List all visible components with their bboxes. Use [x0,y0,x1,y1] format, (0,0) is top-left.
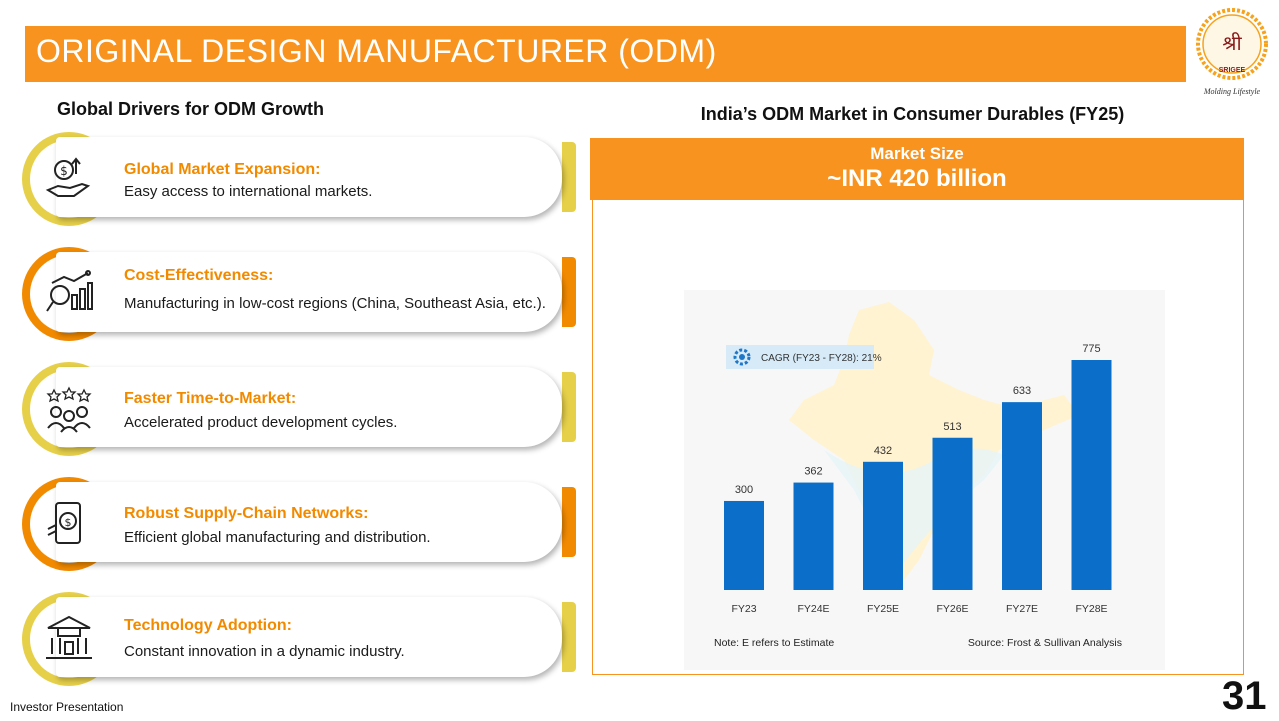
cagr-annotation-box [726,345,874,369]
analytics-icon [44,269,94,319]
title-banner: ORIGINAL DESIGN MANUFACTURER (ODM) [25,26,1186,82]
chart-frame [592,199,1244,675]
data-label-FY27E: 633 [1013,385,1031,397]
driver-item-cost-effectiveness: Cost-Effectiveness: Manufacturing in low… [22,247,578,341]
chart-section-heading: India’s ODM Market in Consumer Durables … [700,104,1125,124]
bar-FY25E [863,461,903,590]
driver-item-supply-chain: $ Robust Supply-Chain Networks: Efficien… [22,477,578,571]
driver-item-market-expansion: $ Global Market Expansion: Easy access t… [22,132,578,226]
market-size-box: Market Size ~INR 420 billion [590,138,1244,200]
svg-text:$: $ [60,164,68,178]
drivers-heading: Global Drivers for ODM Growth [57,99,325,119]
chart-note: Note: E refers to Estimate [714,637,834,649]
logo-brand: SRIGEE [1219,67,1246,74]
x-tick-FY25E: FY25E [867,603,899,615]
cagr-icon [733,348,751,366]
data-label-FY26E: 513 [943,421,961,433]
chart-source: Source: Frost & Sullivan Analysis [968,637,1122,649]
government-building-icon [44,614,94,664]
data-label-FY28E: 775 [1082,343,1100,355]
bar-FY26E [932,437,973,590]
logo-tagline: Molding Lifestyle [1203,87,1261,96]
footer-label: Investor Presentation [10,700,124,714]
data-label-FY25E: 432 [874,445,892,457]
bar-FY28E [1071,360,1112,590]
x-tick-FY28E: FY28E [1075,603,1107,615]
bar-FY24E [793,482,834,590]
bar-chart: CAGR (FY23 - FY28): 21% 300 FY23 362 FY24E 4… [714,302,1122,649]
data-label-FY23: 300 [735,484,753,496]
driver-title: Global Market Expansion: [124,161,321,178]
logo-glyph: श्री [1222,31,1242,55]
driver-desc: Accelerated product development cycles. [124,414,398,431]
driver-item-technology: Technology Adoption: Constant innovation… [22,592,578,686]
market-size-value: ~INR 420 billion [827,165,1007,192]
x-tick-FY26E: FY26E [936,603,968,615]
driver-item-time-to-market: Faster Time-to-Market: Accelerated produ… [22,362,578,456]
page-number: 31 [1222,674,1267,718]
driver-desc: Manufacturing in low-cost regions (China… [124,295,546,312]
x-tick-FY23: FY23 [731,603,756,615]
bar-FY23 [724,500,764,590]
x-tick-FY27E: FY27E [1006,603,1038,615]
x-tick-FY24E: FY24E [797,603,829,615]
bar-FY27E [1002,402,1042,590]
brand-logo: श्री SRIGEE Molding Lifestyle [1190,6,1274,98]
mobile-payment-icon: $ [44,499,94,549]
driver-desc: Efficient global manufacturing and distr… [124,529,431,546]
money-growth-icon: $ [44,154,94,204]
driver-title: Robust Supply-Chain Networks: [124,505,369,522]
driver-title: Cost-Effectiveness: [124,267,274,284]
market-size-label: Market Size [870,144,964,163]
data-label-FY24E: 362 [804,466,822,478]
cagr-annotation: CAGR (FY23 - FY28): 21% [761,353,882,364]
team-rating-icon [44,384,94,434]
svg-text:$: $ [65,516,72,529]
driver-desc: Constant innovation in a dynamic industr… [124,643,405,660]
page-title: ORIGINAL DESIGN MANUFACTURER (ODM) [36,33,717,69]
driver-title: Faster Time-to-Market: [124,390,297,407]
driver-title: Technology Adoption: [124,617,292,634]
driver-desc: Easy access to international markets. [124,183,373,200]
